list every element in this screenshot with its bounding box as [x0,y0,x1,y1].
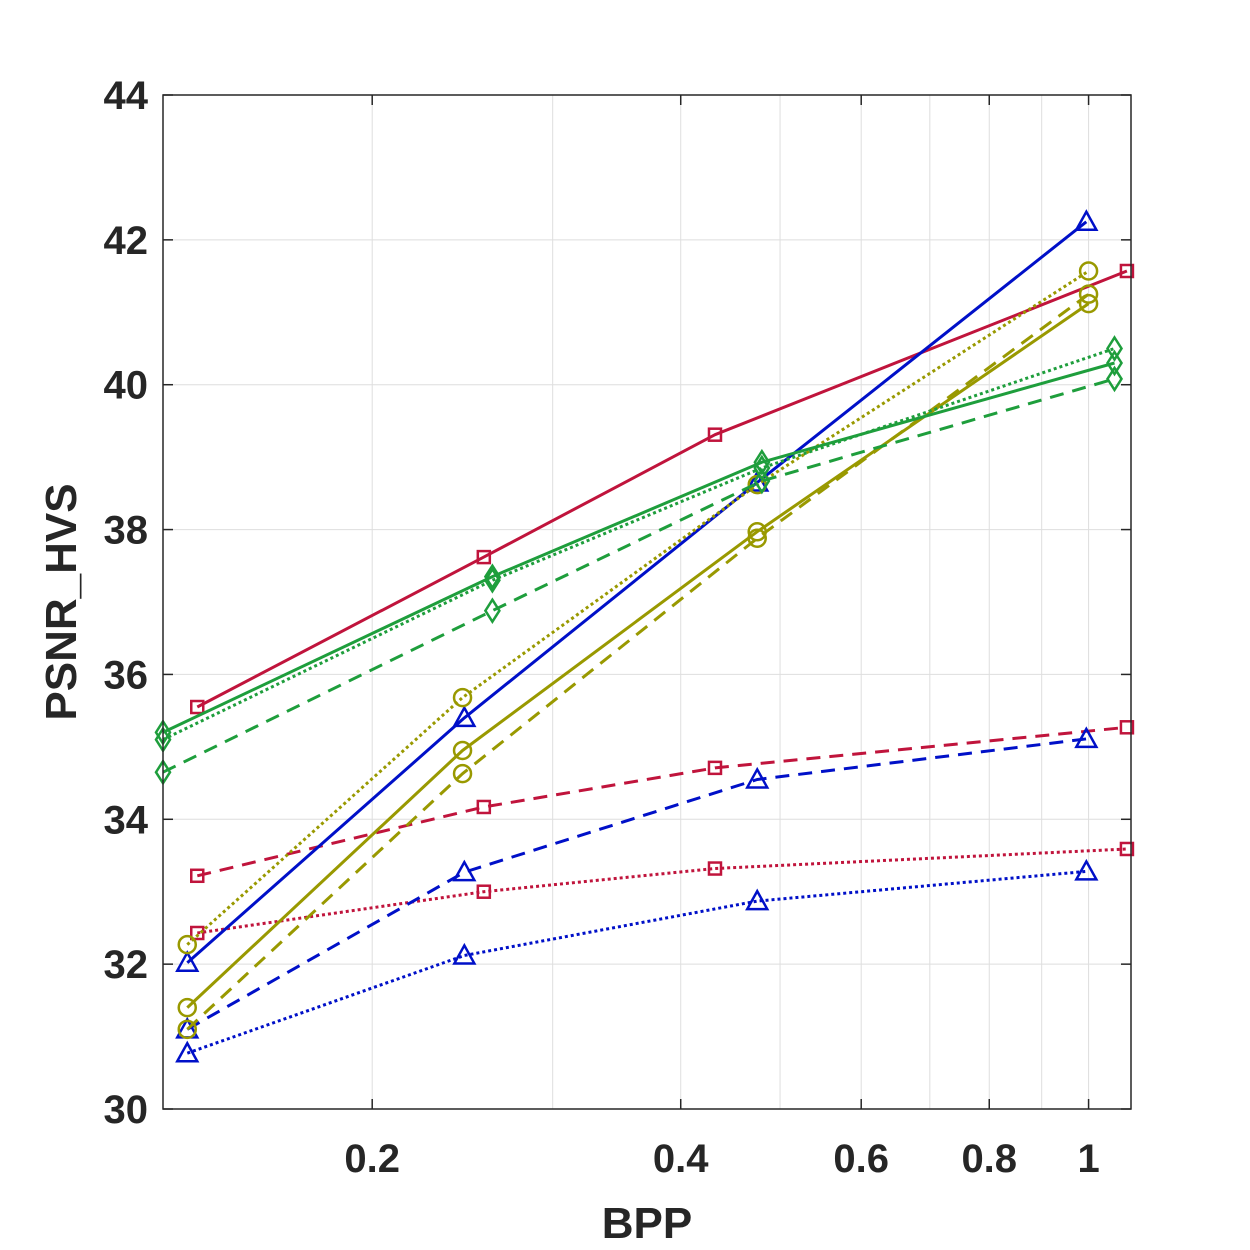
data-point-red-dotted [707,861,723,876]
data-point-olive-solid [177,997,198,1018]
series-blue-dotted [175,858,1099,1063]
data-point-blue-dashed [1074,726,1099,749]
plot-area [163,95,1131,1109]
data-point-red-solid [190,699,205,715]
y-tick-label: 30 [104,1088,149,1132]
y-tick-label: 44 [104,74,149,118]
data-point-red-dashed [190,868,205,884]
y-tick-label: 34 [104,798,149,842]
data-point-olive-dotted [177,934,198,955]
data-point-green-dashed [1106,365,1123,393]
data-point-red-dashed [476,799,492,815]
data-point-blue-dotted [1074,858,1099,881]
series-line-blue-dashed [186,737,1087,1031]
data-point-red-solid [476,549,492,565]
data-point-green-solid [753,448,771,476]
x-tick-label: 0.4 [653,1137,709,1181]
x-tick-label: 0.8 [961,1137,1017,1181]
series-red-dotted [190,841,1135,941]
data-point-red-dotted [1119,841,1135,857]
data-point-blue-dashed [452,859,477,882]
series-layer [154,209,1135,1063]
x-tick-label: 0.2 [344,1137,400,1181]
data-point-red-dotted [476,884,492,899]
y-tick-label: 42 [104,219,149,263]
series-line-red-dotted [197,847,1127,935]
data-point-red-dashed [707,760,723,776]
data-point-green-dotted [483,566,501,594]
series-line-green-solid [162,361,1115,734]
x-tick-label: 0.6 [833,1137,889,1181]
data-point-blue-solid [175,950,200,972]
x-tick-label: 1 [1077,1137,1099,1181]
data-point-red-solid [1119,263,1135,279]
data-point-blue-dashed [745,766,770,789]
data-point-olive-dashed [1078,284,1099,304]
y-tick-label: 36 [104,653,149,697]
series-green-dashed [154,365,1123,786]
series-line-red-dashed [196,725,1128,878]
series-line-olive-dashed [186,292,1090,1031]
series-olive-dashed [177,284,1099,1040]
data-point-blue-solid [1074,209,1099,231]
series-line-green-dotted [162,347,1115,741]
y-tick-label: 40 [104,364,149,408]
data-point-blue-dotted [452,942,477,965]
data-point-green-dashed [753,467,771,495]
data-point-blue-solid [452,705,477,728]
series-line-blue-solid [186,220,1088,964]
data-point-blue-dotted [175,1040,200,1063]
axes-box [162,94,1132,1110]
data-point-olive-dashed [177,1019,198,1040]
y-tick-label: 38 [104,509,149,553]
data-point-red-solid [707,427,723,442]
data-point-green-solid [483,563,501,590]
axis-ticks: 0.2 0.4 0.6 0.8 1 30 32 34 36 38 40 42 44 [104,74,1131,1181]
y-tick-label: 32 [104,943,149,987]
data-point-red-dotted [190,925,205,941]
data-point-red-dashed [1119,720,1135,735]
data-point-green-solid [1106,349,1123,377]
data-point-green-dotted [753,454,771,482]
data-point-olive-dotted [1078,261,1099,281]
data-point-olive-dashed [452,763,473,784]
data-point-blue-dotted [745,888,770,911]
data-point-green-dotted [1106,335,1123,362]
x-axis-label: BPP [602,1199,692,1248]
series-line-olive-dotted [186,269,1090,946]
series-line-blue-dotted [186,869,1087,1055]
data-point-olive-dashed [747,528,767,549]
data-point-olive-solid [452,740,473,761]
data-point-green-dashed [483,597,501,625]
y-axis-label: PSNR_HVS [37,483,86,720]
series-line-green-dashed [162,377,1115,774]
series-red-dashed [190,720,1135,884]
data-point-olive-dotted [452,687,473,708]
